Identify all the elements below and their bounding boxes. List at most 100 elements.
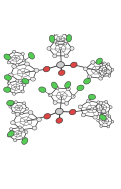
Ellipse shape — [43, 66, 50, 72]
Ellipse shape — [97, 101, 100, 104]
Ellipse shape — [21, 90, 24, 93]
Ellipse shape — [7, 81, 10, 84]
Ellipse shape — [101, 75, 103, 78]
Ellipse shape — [51, 38, 54, 41]
Ellipse shape — [100, 63, 102, 66]
Ellipse shape — [71, 94, 75, 98]
Ellipse shape — [107, 63, 110, 66]
Ellipse shape — [32, 126, 37, 130]
Ellipse shape — [37, 118, 42, 122]
Ellipse shape — [22, 78, 29, 84]
Ellipse shape — [54, 33, 57, 35]
Ellipse shape — [19, 128, 24, 132]
Ellipse shape — [12, 50, 16, 53]
Ellipse shape — [44, 114, 50, 119]
Ellipse shape — [25, 62, 29, 66]
Ellipse shape — [51, 82, 57, 89]
Ellipse shape — [102, 107, 104, 109]
Ellipse shape — [88, 94, 96, 100]
Ellipse shape — [94, 107, 96, 110]
Ellipse shape — [81, 113, 86, 117]
Ellipse shape — [104, 120, 106, 122]
Ellipse shape — [64, 43, 67, 45]
Ellipse shape — [55, 108, 63, 115]
Ellipse shape — [101, 114, 103, 117]
Ellipse shape — [97, 119, 99, 122]
Ellipse shape — [58, 70, 65, 75]
Ellipse shape — [6, 88, 9, 91]
Ellipse shape — [9, 105, 12, 108]
Ellipse shape — [65, 81, 71, 88]
Ellipse shape — [7, 100, 14, 106]
Ellipse shape — [99, 115, 106, 120]
Ellipse shape — [109, 106, 112, 109]
Ellipse shape — [102, 109, 106, 113]
Ellipse shape — [28, 53, 34, 59]
Ellipse shape — [83, 67, 88, 71]
Ellipse shape — [15, 112, 20, 116]
Ellipse shape — [21, 53, 24, 55]
Ellipse shape — [12, 92, 16, 95]
Ellipse shape — [57, 62, 64, 68]
Ellipse shape — [108, 74, 111, 77]
Ellipse shape — [15, 57, 17, 59]
Ellipse shape — [106, 112, 109, 115]
Ellipse shape — [87, 75, 91, 79]
Ellipse shape — [25, 131, 28, 134]
Ellipse shape — [78, 105, 82, 109]
Ellipse shape — [15, 86, 17, 88]
Ellipse shape — [55, 43, 58, 46]
Ellipse shape — [18, 80, 23, 84]
Ellipse shape — [24, 120, 28, 122]
Ellipse shape — [22, 137, 26, 140]
Ellipse shape — [31, 77, 35, 81]
Ellipse shape — [84, 78, 91, 84]
Ellipse shape — [4, 75, 11, 80]
Ellipse shape — [18, 107, 20, 109]
Ellipse shape — [67, 37, 70, 40]
Ellipse shape — [7, 134, 10, 137]
Ellipse shape — [20, 112, 23, 115]
Ellipse shape — [104, 69, 106, 71]
Ellipse shape — [6, 54, 9, 57]
Ellipse shape — [8, 131, 14, 137]
Ellipse shape — [108, 115, 111, 118]
Ellipse shape — [53, 101, 57, 105]
Ellipse shape — [7, 61, 10, 64]
Ellipse shape — [12, 64, 17, 68]
Ellipse shape — [64, 101, 69, 105]
Ellipse shape — [23, 84, 26, 86]
Ellipse shape — [91, 108, 93, 110]
Ellipse shape — [111, 68, 114, 71]
Ellipse shape — [107, 125, 110, 128]
Ellipse shape — [60, 94, 63, 97]
Ellipse shape — [53, 54, 57, 58]
Ellipse shape — [111, 120, 114, 123]
Ellipse shape — [4, 54, 11, 60]
Ellipse shape — [23, 102, 26, 105]
Ellipse shape — [95, 69, 98, 71]
Ellipse shape — [9, 128, 13, 131]
Ellipse shape — [53, 39, 57, 43]
Ellipse shape — [91, 60, 95, 64]
Ellipse shape — [14, 101, 17, 103]
Ellipse shape — [100, 125, 102, 127]
Ellipse shape — [16, 79, 19, 82]
Ellipse shape — [64, 54, 68, 58]
Ellipse shape — [16, 133, 19, 135]
Ellipse shape — [22, 138, 28, 144]
Ellipse shape — [14, 139, 17, 142]
Ellipse shape — [99, 76, 103, 80]
Ellipse shape — [49, 35, 55, 43]
Ellipse shape — [47, 47, 51, 50]
Ellipse shape — [23, 59, 26, 62]
Ellipse shape — [98, 112, 101, 115]
Ellipse shape — [48, 93, 52, 97]
Ellipse shape — [69, 109, 76, 115]
Ellipse shape — [64, 39, 68, 43]
Ellipse shape — [77, 85, 84, 91]
Ellipse shape — [39, 87, 46, 92]
Ellipse shape — [106, 70, 110, 74]
Ellipse shape — [55, 86, 59, 90]
Ellipse shape — [16, 63, 19, 66]
